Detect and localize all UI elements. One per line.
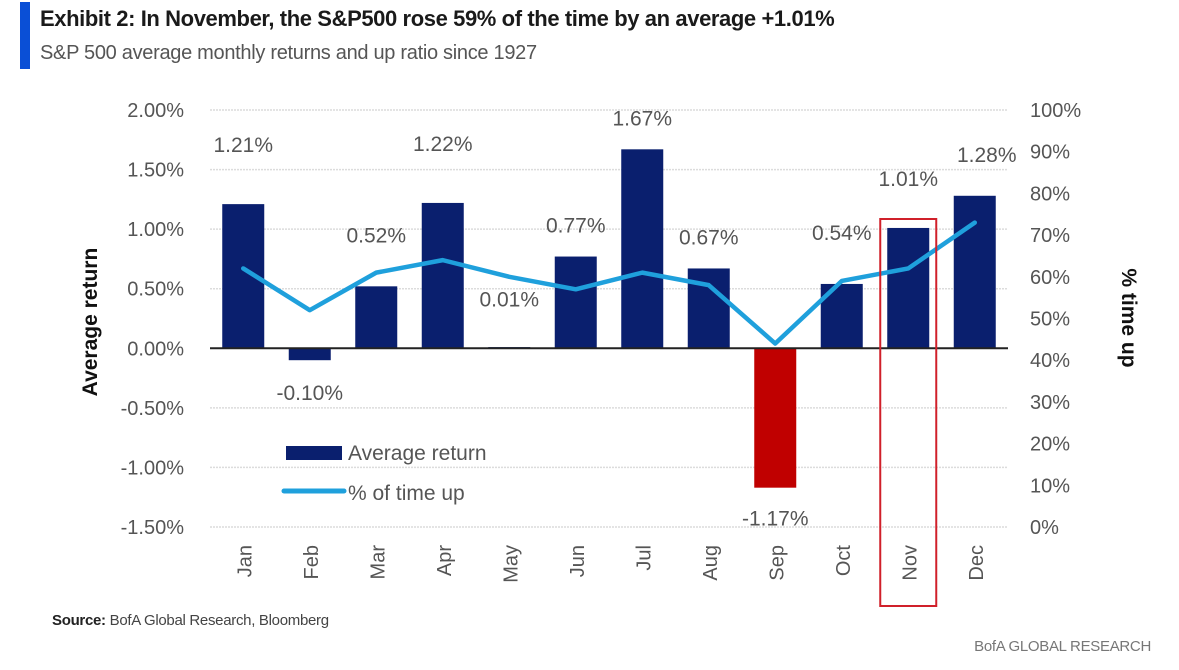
y-tick-label: 0.50% bbox=[127, 279, 184, 301]
y-tick-label: -0.50% bbox=[121, 398, 185, 420]
bar-nov bbox=[887, 227, 930, 349]
y-right-tick-label: 40% bbox=[1030, 350, 1070, 372]
data-label-mar: 0.52% bbox=[346, 224, 406, 247]
y-right-tick-label: 80% bbox=[1030, 183, 1070, 205]
bar-sep bbox=[754, 348, 797, 488]
y-tick-label: 1.50% bbox=[127, 160, 184, 182]
x-tick-dec: Dec bbox=[966, 545, 988, 581]
source-label: Source: bbox=[52, 612, 106, 629]
x-tick-aug: Aug bbox=[700, 545, 722, 581]
x-tick-jun: Jun bbox=[567, 545, 589, 577]
y-axis-title: Average return bbox=[79, 248, 102, 397]
data-label-oct: 0.54% bbox=[812, 222, 872, 245]
line-percent-time-up bbox=[241, 220, 977, 346]
bar-mar bbox=[355, 286, 398, 349]
x-tick-jan: Jan bbox=[234, 545, 256, 577]
x-tick-nov: Nov bbox=[899, 545, 921, 581]
legend-swatch-bar bbox=[286, 446, 342, 460]
y-right-tick-label: 20% bbox=[1030, 434, 1070, 456]
gridlines bbox=[210, 109, 1008, 528]
y-right-tick-label: 90% bbox=[1030, 142, 1070, 164]
y-right-tick-label: 70% bbox=[1030, 225, 1070, 247]
legend: Average return % of time up bbox=[281, 442, 487, 505]
y-right-tick-label: 0% bbox=[1030, 517, 1059, 539]
y-tick-label: -1.50% bbox=[121, 517, 185, 539]
bar-apr bbox=[421, 202, 464, 349]
source-note: Source: BofA Global Research, Bloomberg bbox=[52, 612, 329, 629]
line-series bbox=[241, 220, 977, 346]
source-text: BofA Global Research, Bloomberg bbox=[105, 612, 329, 629]
bar-dec bbox=[953, 195, 996, 349]
chart-subtitle: S&P 500 average monthly returns and up r… bbox=[40, 42, 537, 64]
data-label-dec: 1.28% bbox=[957, 144, 1017, 167]
legend-label-bar: Average return bbox=[348, 442, 487, 465]
y-right-tick-label: 50% bbox=[1030, 309, 1070, 331]
x-tick-may: May bbox=[500, 545, 522, 583]
left-axis-ticks: 2.00% 1.50% 1.00% 0.50% 0.00% -0.50% -1.00% -1.… bbox=[121, 100, 185, 539]
legend-label-line: % of time up bbox=[348, 482, 465, 505]
y-axis-right-title: % time up bbox=[1117, 268, 1140, 367]
data-label-may: 0.01% bbox=[479, 288, 539, 311]
y-tick-label: 0.00% bbox=[127, 338, 184, 360]
brand-footer: BofA GLOBAL RESEARCH bbox=[974, 638, 1151, 655]
bar-jun bbox=[554, 256, 597, 349]
data-label-apr: 1.22% bbox=[413, 133, 473, 156]
x-tick-mar: Mar bbox=[367, 545, 389, 580]
bar-jul bbox=[621, 149, 664, 349]
bar-feb bbox=[288, 348, 331, 361]
data-label-aug: 0.67% bbox=[679, 226, 739, 249]
y-right-tick-label: 10% bbox=[1030, 475, 1070, 497]
x-tick-oct: Oct bbox=[833, 545, 855, 577]
data-label-feb: -0.10% bbox=[276, 382, 343, 405]
x-tick-apr: Apr bbox=[434, 545, 456, 576]
x-tick-jul: Jul bbox=[633, 545, 655, 571]
x-tick-sep: Sep bbox=[766, 545, 788, 581]
data-labels: 1.21% -0.10% 0.52% 1.22% 0.01% 0.77% 1.67% 0.67… bbox=[213, 107, 1016, 530]
y-tick-label: 2.00% bbox=[127, 100, 184, 122]
data-label-nov: 1.01% bbox=[878, 168, 938, 191]
y-right-tick-label: 100% bbox=[1030, 100, 1081, 122]
accent-bar bbox=[20, 2, 30, 69]
y-tick-label: 1.00% bbox=[127, 219, 184, 241]
data-label-jul: 1.67% bbox=[612, 107, 672, 130]
data-label-jun: 0.77% bbox=[546, 215, 606, 238]
chart-title: Exhibit 2: In November, the S&P500 rose … bbox=[40, 6, 835, 31]
data-label-sep: -1.17% bbox=[742, 508, 809, 531]
right-axis-ticks: 100% 90% 80% 70% 60% 50% 40% 30% 20% 10% 0% bbox=[1030, 100, 1081, 539]
y-right-tick-label: 60% bbox=[1030, 267, 1070, 289]
november-highlight-box bbox=[879, 218, 938, 607]
y-tick-label: -1.00% bbox=[121, 457, 185, 479]
y-right-tick-label: 30% bbox=[1030, 392, 1070, 414]
x-tick-feb: Feb bbox=[301, 545, 323, 579]
x-axis-ticks: Jan Feb Mar Apr May Jun Jul Aug Sep Oct Nov Dec bbox=[234, 545, 988, 583]
data-label-jan: 1.21% bbox=[213, 134, 273, 157]
